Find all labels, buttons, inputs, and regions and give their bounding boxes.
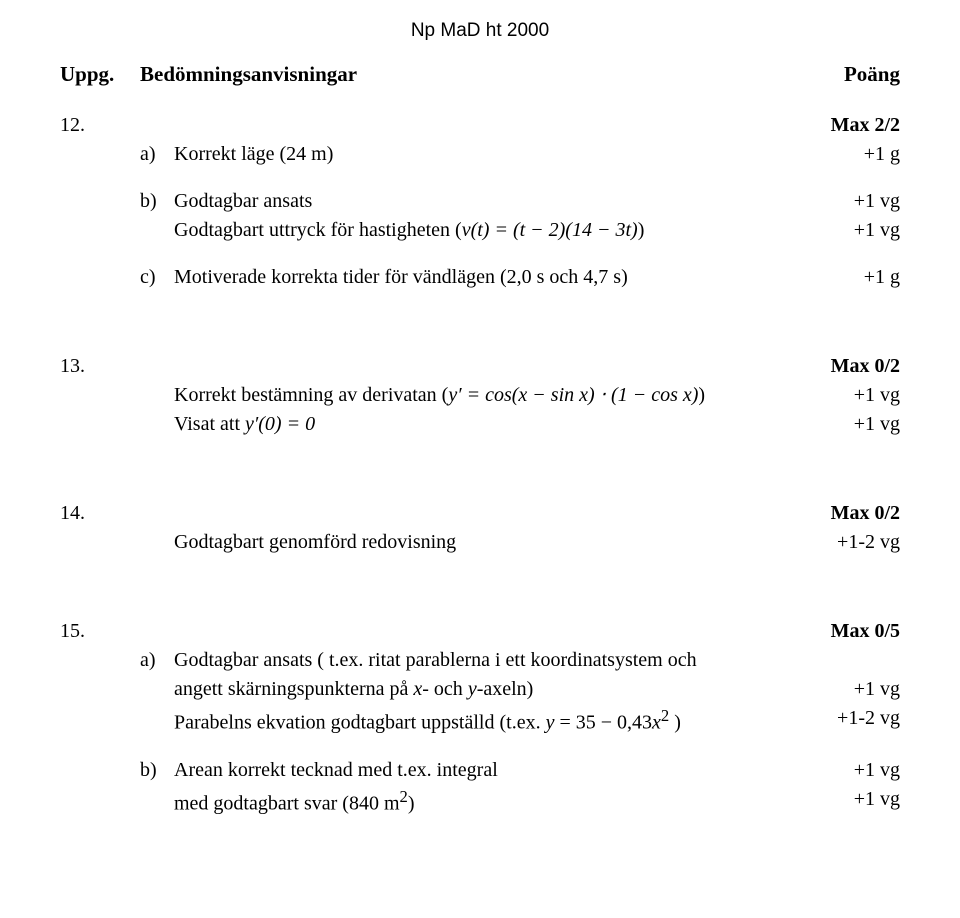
q14-max: Max 0/2 [790, 499, 900, 528]
q15-a-line3: Parabelns ekvation godtagbart uppställd … [174, 704, 790, 738]
col-header-mid: Bedömningsanvisningar [140, 62, 790, 87]
q12-a-pts: +1 g [790, 140, 900, 169]
q12-b-sub: b) [140, 187, 174, 216]
doc-header: Np MaD ht 2000 [60, 20, 900, 42]
col-header-right: Poäng [790, 62, 900, 87]
q13-line2-pts: +1 vg [790, 410, 900, 439]
q15-b-sub: b) [140, 756, 174, 785]
q14-number: 14. [60, 499, 140, 528]
q15-b-line2: med godtagbart svar (840 m2) [174, 785, 790, 819]
q15-a-line2-pre: angett skärningspunkterna på [174, 678, 413, 700]
q15-a-line2-y: y [468, 678, 477, 700]
q15-a-sub: a) [140, 646, 174, 675]
q15-number: 15. [60, 617, 140, 646]
q12-b-line1-pts: +1 vg [790, 187, 900, 216]
q12-a-sub: a) [140, 140, 174, 169]
q12-b-line2-pts: +1 vg [790, 216, 900, 245]
q15-a-line3-post: ) [669, 712, 681, 734]
q13-max: Max 0/2 [790, 352, 900, 381]
q14-line1: Godtagbart genomförd redovisning [174, 528, 790, 557]
q12-b-line1: Godtagbar ansats [174, 187, 790, 216]
question-12: 12. Max 2/2 a) Korrekt läge (24 m) +1 g … [60, 111, 900, 292]
q12-a-text: Korrekt läge (24 m) [174, 140, 790, 169]
q12-number: 12. [60, 111, 140, 140]
q15-a-line2-x: x [413, 678, 422, 700]
q15-b-line2-pre: med godtagbart svar (840 m [174, 792, 400, 814]
q15-b-line2-pts: +1 vg [790, 785, 900, 819]
q13-line2-pre: Visat att [174, 413, 245, 435]
q12-b-line2-math: v(t) = (t − 2)(14 − 3t) [462, 219, 638, 241]
q15-a-line3-pre: Parabelns ekvation godtagbart uppställd … [174, 712, 546, 734]
q15-a-line2-post: -axeln) [477, 678, 534, 700]
q12-c-pts: +1 g [790, 263, 900, 292]
q13-line1-pts: +1 vg [790, 381, 900, 410]
q13-line1-math: y′ = cos(x − sin x) ⋅ (1 − cos x) [448, 384, 698, 406]
q12-b-line2: Godtagbart uttryck för hastigheten (v(t)… [174, 216, 790, 245]
q13-line1: Korrekt bestämning av derivatan (y′ = co… [174, 381, 790, 410]
question-13: 13. Max 0/2 Korrekt bestämning av deriva… [60, 352, 900, 439]
q12-c-text: Motiverade korrekta tider för vändlägen … [174, 263, 790, 292]
q12-max: Max 2/2 [790, 111, 900, 140]
q15-b-line2-sup: 2 [400, 787, 408, 806]
q12-c-sub: c) [140, 263, 174, 292]
col-header-left: Uppg. [60, 62, 140, 87]
q13-line2-math: y′(0) = 0 [245, 413, 315, 435]
q15-b-line1: Arean korrekt tecknad med t.ex. integral [174, 756, 790, 785]
question-15: 15. Max 0/5 a) Godtagbar ansats ( t.ex. … [60, 617, 900, 818]
q15-b-line2-post: ) [408, 792, 415, 814]
question-14: 14. Max 0/2 Godtagbart genomförd redovis… [60, 499, 900, 557]
q15-a-line3-sup: 2 [661, 706, 669, 725]
q13-line1-pre: Korrekt bestämning av derivatan ( [174, 384, 448, 406]
column-headers: Uppg. Bedömningsanvisningar Poäng [60, 62, 900, 87]
q15-a-line2: angett skärningspunkterna på x- och y-ax… [174, 675, 790, 704]
exam-page: Np MaD ht 2000 Uppg. Bedömningsanvisning… [0, 0, 960, 918]
q14-line1-pts: +1-2 vg [790, 528, 900, 557]
q15-a-line3-eq: = 35 − 0,43 [554, 712, 652, 734]
q15-a-line2-mid2: - och [422, 678, 468, 700]
q15-a-line3-pts: +1-2 vg [790, 704, 900, 738]
q15-a-line2-pts: +1 vg [790, 675, 900, 704]
q15-a-line1: Godtagbar ansats ( t.ex. ritat parablern… [174, 646, 790, 675]
q15-a-line3-x: x [652, 712, 661, 734]
q13-number: 13. [60, 352, 140, 381]
q15-b-line1-pts: +1 vg [790, 756, 900, 785]
q12-b-line2-post: ) [638, 219, 645, 241]
q13-line2: Visat att y′(0) = 0 [174, 410, 790, 439]
q15-max: Max 0/5 [790, 617, 900, 646]
q12-b-line2-pre: Godtagbart uttryck för hastigheten ( [174, 219, 462, 241]
q13-line1-post: ) [698, 384, 705, 406]
